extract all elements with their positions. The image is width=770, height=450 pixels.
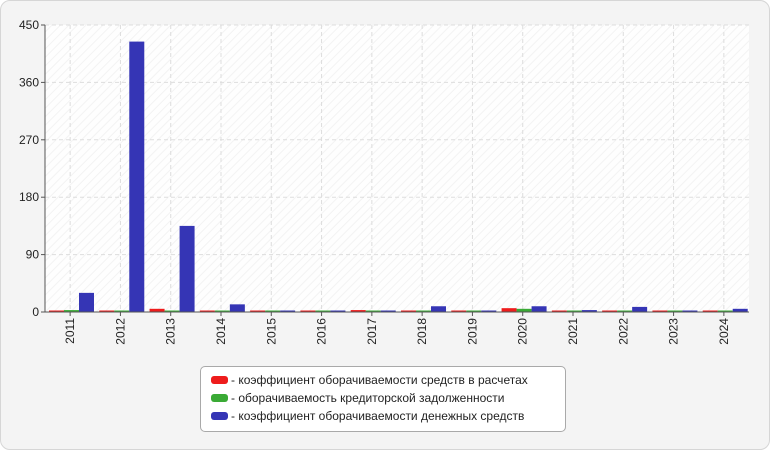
x-tick-label: 2012 (113, 318, 127, 345)
bar-cash-turnover (179, 225, 195, 312)
bar-receivables-turnover (99, 310, 115, 312)
bar-payables-turnover (617, 310, 633, 312)
x-tick-label: 2019 (465, 318, 479, 345)
x-tick-label: 2014 (214, 318, 228, 345)
bar-cash-turnover (632, 306, 648, 312)
legend-swatch-red (211, 376, 228, 384)
bar-payables-turnover (416, 310, 431, 312)
bar-payables-turnover (667, 310, 683, 312)
y-tick-label: 90 (26, 248, 40, 262)
x-tick-label: 2024 (717, 318, 731, 345)
bar-cash-turnover (129, 41, 145, 313)
x-tick-label: 2020 (516, 318, 530, 345)
plot-area (45, 25, 749, 312)
bar-receivables-turnover (702, 310, 718, 312)
legend-label: - оборачиваемость кредиторской задолженн… (231, 391, 505, 405)
legend-swatch-blue (211, 412, 228, 420)
x-tick-label: 2021 (566, 318, 580, 345)
y-axis-ticks: 0 90 180 270 360 450 (19, 18, 45, 319)
bar-cash-turnover (79, 292, 94, 312)
bar-receivables-turnover (300, 310, 316, 312)
bar-cash-turnover (732, 308, 748, 312)
bar-cash-turnover (330, 310, 346, 312)
y-tick-label: 360 (19, 75, 39, 89)
x-axis-ticks: 2011 2012 2013 2014 2015 2016 2017 2018 2019 2020… (63, 312, 731, 345)
y-tick-label: 270 (19, 133, 39, 147)
bar-payables-turnover (365, 310, 381, 312)
bar-receivables-turnover (49, 310, 64, 312)
bar-payables-turnover (214, 310, 230, 312)
bar-payables-turnover (566, 310, 582, 312)
bar-cash-turnover (431, 306, 446, 312)
bar-payables-turnover (64, 310, 79, 312)
bar-cash-turnover (280, 310, 296, 312)
bar-cash-turnover (581, 310, 597, 312)
y-tick-label: 450 (19, 18, 39, 32)
x-tick-label: 2022 (616, 318, 630, 345)
bar-payables-turnover (717, 310, 733, 312)
x-tick-label: 2011 (63, 318, 77, 344)
legend-swatch-green (211, 394, 228, 402)
legend: - коэффициент оборачиваемости средств в … (200, 366, 566, 432)
bar-cash-turnover (481, 310, 497, 312)
x-tick-label: 2013 (164, 318, 178, 345)
bar-payables-turnover (114, 310, 130, 312)
x-tick-label: 2018 (415, 318, 429, 345)
bar-cash-turnover (682, 310, 698, 312)
bar-receivables-turnover (602, 310, 618, 312)
grid-lines (45, 24, 749, 312)
legend-label: - коэффициент оборачиваемости средств в … (231, 373, 528, 387)
bar-payables-turnover (516, 308, 532, 312)
y-tick-label: 180 (19, 190, 39, 204)
bar-receivables-turnover (199, 310, 215, 312)
bar-receivables-turnover (501, 308, 517, 312)
axes (44, 25, 749, 313)
x-tick-label: 2017 (365, 318, 379, 345)
bar-cash-turnover (380, 310, 396, 312)
bar-receivables-turnover (551, 310, 567, 312)
legend-item: - оборачиваемость кредиторской задолженн… (211, 389, 565, 407)
legend-item: - коэффициент оборачиваемости денежных с… (211, 407, 565, 425)
x-tick-label: 2015 (264, 318, 278, 345)
x-tick-label: 2023 (667, 318, 681, 345)
bar-receivables-turnover (149, 308, 165, 312)
bar-payables-turnover (315, 310, 331, 312)
x-tick-label: 2016 (315, 318, 329, 345)
bar-payables-turnover (164, 310, 180, 312)
legend-label: - коэффициент оборачиваемости денежных с… (231, 409, 525, 423)
legend-item: - коэффициент оборачиваемости средств в … (211, 371, 565, 389)
bar-cash-turnover (229, 304, 245, 312)
bars (49, 41, 748, 313)
bar-cash-turnover (531, 306, 547, 312)
bar-receivables-turnover (451, 310, 467, 312)
bar-payables-turnover (466, 310, 482, 312)
bar-receivables-turnover (401, 310, 416, 312)
bar-receivables-turnover (250, 310, 266, 312)
bar-payables-turnover (265, 310, 281, 312)
bar-receivables-turnover (350, 310, 366, 312)
bar-receivables-turnover (652, 310, 668, 312)
y-tick-label: 0 (32, 305, 39, 319)
